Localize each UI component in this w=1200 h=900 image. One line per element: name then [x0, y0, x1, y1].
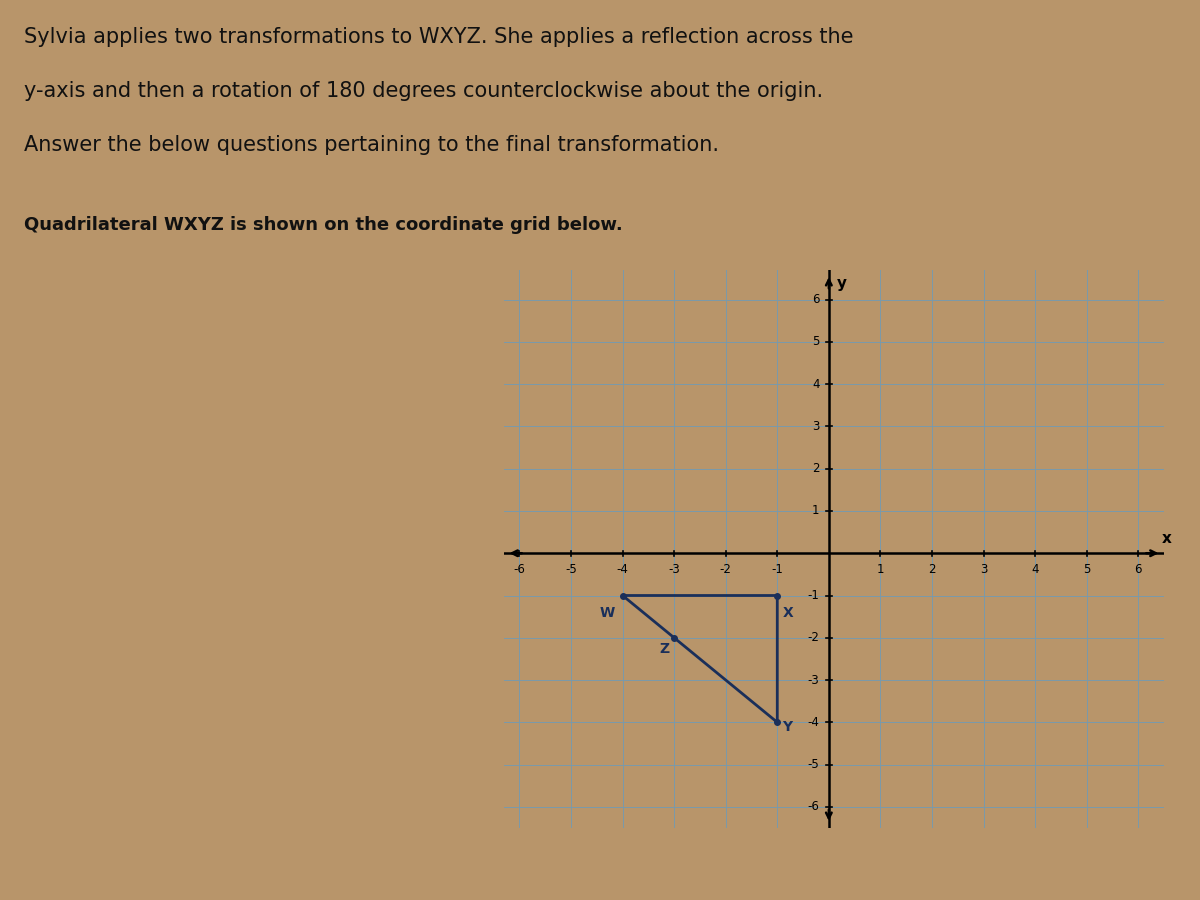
Text: y-axis and then a rotation of 180 degrees counterclockwise about the origin.: y-axis and then a rotation of 180 degree… [24, 81, 823, 101]
Text: y: y [836, 276, 846, 292]
Text: -2: -2 [720, 562, 732, 575]
Text: -1: -1 [808, 589, 820, 602]
Text: -2: -2 [808, 631, 820, 644]
Text: W: W [600, 606, 614, 620]
Text: 6: 6 [1134, 562, 1142, 575]
Text: -3: -3 [668, 562, 680, 575]
Text: -4: -4 [808, 716, 820, 729]
Text: Z: Z [659, 642, 670, 656]
Text: 5: 5 [812, 336, 820, 348]
Text: X: X [782, 606, 793, 620]
Text: -6: -6 [514, 562, 526, 575]
Text: -3: -3 [808, 673, 820, 687]
Text: 5: 5 [1082, 562, 1091, 575]
Text: 1: 1 [877, 562, 884, 575]
Text: Sylvia applies two transformations to WXYZ. She applies a reflection across the: Sylvia applies two transformations to WX… [24, 27, 853, 47]
Text: 6: 6 [812, 293, 820, 306]
Text: x: x [1162, 531, 1171, 545]
Text: -1: -1 [772, 562, 784, 575]
Text: -4: -4 [617, 562, 629, 575]
Text: 3: 3 [812, 420, 820, 433]
Text: 1: 1 [812, 505, 820, 518]
Text: -5: -5 [808, 758, 820, 771]
Text: -5: -5 [565, 562, 577, 575]
Text: 2: 2 [929, 562, 936, 575]
Text: 2: 2 [812, 463, 820, 475]
Text: Y: Y [782, 720, 792, 734]
Text: Quadrilateral WXYZ is shown on the coordinate grid below.: Quadrilateral WXYZ is shown on the coord… [24, 216, 623, 234]
Text: 4: 4 [812, 378, 820, 391]
Text: 4: 4 [1031, 562, 1039, 575]
Text: Answer the below questions pertaining to the final transformation.: Answer the below questions pertaining to… [24, 135, 719, 155]
Text: 3: 3 [980, 562, 988, 575]
Text: -6: -6 [808, 800, 820, 814]
